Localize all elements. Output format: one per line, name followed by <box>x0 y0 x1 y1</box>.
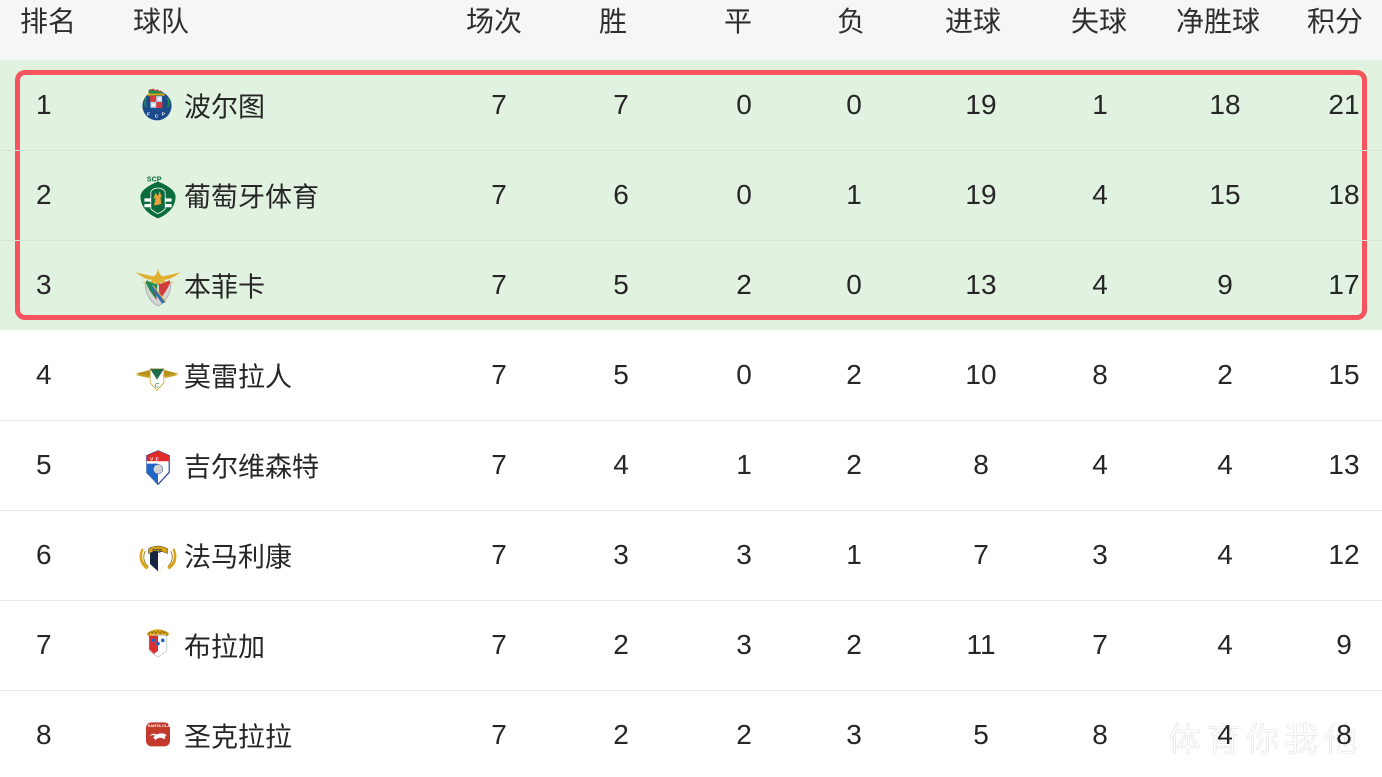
svg-text:C: C <box>155 382 160 389</box>
svg-text:C: C <box>161 456 165 462</box>
svg-text:F: F <box>156 456 159 462</box>
svg-text:SANTA CLARA: SANTA CLARA <box>148 723 177 728</box>
svg-text:FCF: FCF <box>152 549 162 555</box>
